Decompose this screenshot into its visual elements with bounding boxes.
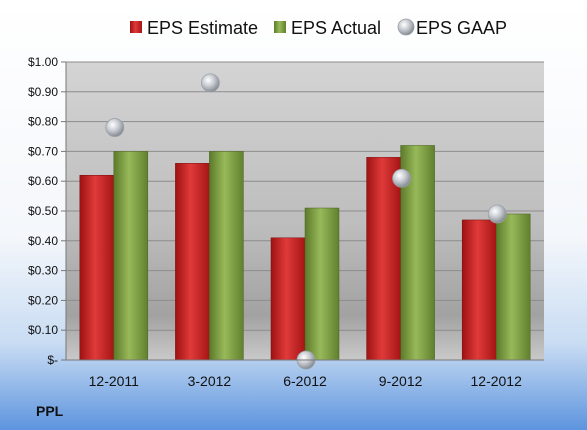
y-tick-label: $0.50 bbox=[28, 204, 58, 218]
x-tick-label: 9-2012 bbox=[379, 373, 423, 389]
x-tick-label: 12-2012 bbox=[471, 373, 523, 389]
legend-label: EPS Estimate bbox=[147, 18, 258, 38]
gaap-marker bbox=[105, 118, 125, 137]
y-tick-label: $0.40 bbox=[28, 234, 58, 248]
y-tick-label: $0.90 bbox=[28, 85, 58, 99]
y-tick-label: $0.30 bbox=[28, 264, 58, 278]
y-tick-label: $- bbox=[47, 353, 58, 367]
actual-bar bbox=[113, 151, 149, 361]
estimate-bar bbox=[366, 157, 401, 361]
y-tick-label: $0.10 bbox=[28, 323, 58, 337]
x-tick-label: 12-2011 bbox=[89, 373, 140, 389]
gaap-marker bbox=[487, 204, 507, 224]
legend-actual-swatch bbox=[274, 21, 286, 33]
y-tick-label: $0.20 bbox=[28, 293, 58, 307]
bars bbox=[79, 145, 531, 361]
legend-label: EPS Actual bbox=[291, 18, 381, 38]
legend-estimate-swatch bbox=[130, 21, 142, 33]
estimate-bar bbox=[175, 163, 210, 361]
estimate-bar bbox=[79, 174, 115, 361]
x-tick-label: 6-2012 bbox=[283, 373, 327, 389]
actual-bar bbox=[304, 207, 340, 361]
legend-label: EPS GAAP bbox=[416, 18, 507, 38]
legend-gaap-marker bbox=[397, 18, 415, 36]
y-tick-label: $0.80 bbox=[28, 115, 58, 129]
y-tick-label: $0.60 bbox=[28, 174, 58, 188]
x-tick-label: 3-2012 bbox=[188, 373, 232, 389]
actual-bar bbox=[495, 213, 531, 361]
ticker-label: PPL bbox=[36, 403, 64, 419]
x-axis-ticks: 12-2011 3-2012 6-2012 9-2012 12-2012 bbox=[66, 359, 544, 389]
actual-bar bbox=[209, 151, 244, 361]
gaap-marker bbox=[200, 73, 220, 93]
estimate-bar bbox=[461, 219, 497, 361]
gaap-marker bbox=[392, 168, 412, 188]
estimate-bar bbox=[270, 237, 306, 361]
y-tick-label: $1.00 bbox=[28, 55, 58, 69]
y-tick-label: $0.70 bbox=[28, 144, 58, 158]
legend: EPS Estimate EPS Actual EPS GAAP bbox=[130, 18, 507, 38]
y-axis-ticks: $- $0.10 $0.20 $0.30 $0.40 $0.50 $0.60 $0.70 $0.… bbox=[28, 55, 67, 367]
